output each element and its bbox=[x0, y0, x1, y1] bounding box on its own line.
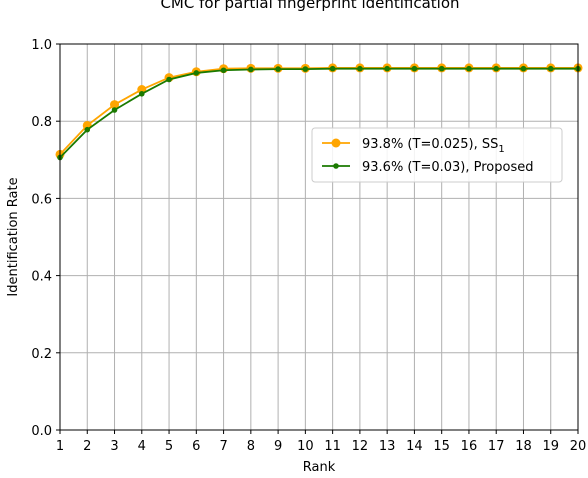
y-tick-label: 0.2 bbox=[31, 347, 52, 362]
data-point bbox=[438, 65, 445, 72]
data-point bbox=[275, 66, 281, 72]
y-tick-label: 0.8 bbox=[31, 115, 52, 130]
legend-box bbox=[311, 127, 563, 183]
data-point bbox=[302, 66, 309, 72]
x-tick-label: 10 bbox=[297, 439, 314, 454]
series-2 bbox=[57, 65, 581, 161]
ticks-layer: 1 2 3 4 5 6 7 8 9 10 11 12 13 14 15 16 17 18 19 200.00.20.4… bbox=[31, 38, 586, 454]
x-tick-label: 14 bbox=[406, 439, 423, 454]
y-axis-label: Identification Rate bbox=[6, 177, 21, 296]
legend-marker bbox=[333, 163, 339, 169]
plot-area-frame bbox=[59, 43, 579, 431]
x-tick-label: 6 bbox=[192, 439, 200, 454]
data-point bbox=[520, 65, 527, 72]
data-point bbox=[138, 90, 145, 97]
x-tick-label: 4 bbox=[138, 439, 146, 454]
x-tick-label: 1 bbox=[56, 439, 64, 454]
data-point bbox=[84, 126, 91, 133]
x-tick-label: 12 bbox=[352, 439, 369, 454]
y-tick-label: 1.0 bbox=[31, 38, 52, 53]
data-point bbox=[193, 70, 200, 76]
grid-layer bbox=[59, 43, 579, 431]
data-point bbox=[466, 65, 472, 72]
x-tick-label: 8 bbox=[247, 439, 255, 454]
data-point bbox=[248, 66, 254, 73]
data-point bbox=[411, 65, 418, 72]
x-tick-label: 3 bbox=[110, 439, 118, 454]
x-tick-label: 13 bbox=[379, 439, 396, 454]
x-tick-label: 15 bbox=[433, 439, 450, 454]
y-tick-label: 0.0 bbox=[31, 424, 52, 439]
y-tick-label: 0.4 bbox=[31, 270, 52, 285]
chart-title: CMC for partial fingerprint identificati… bbox=[160, 0, 459, 12]
data-point bbox=[547, 65, 554, 72]
data-point bbox=[166, 76, 172, 83]
x-tick-label: 16 bbox=[461, 439, 478, 454]
data-point bbox=[329, 65, 336, 72]
x-tick-label: 7 bbox=[219, 439, 227, 454]
x-tick-label: 9 bbox=[274, 439, 282, 454]
x-tick-label: 18 bbox=[515, 439, 532, 454]
x-tick-label: 5 bbox=[165, 439, 173, 454]
legend: 93.8% (T=0.025), SS1 93.6% (T=0.03), Prop… bbox=[311, 127, 563, 183]
data-point bbox=[357, 65, 363, 72]
x-tick-label: 2 bbox=[83, 439, 91, 454]
data-point bbox=[111, 107, 118, 113]
data-point bbox=[110, 100, 120, 110]
x-tick-label: 19 bbox=[542, 439, 559, 454]
x-axis-label: Rank bbox=[303, 460, 336, 475]
x-tick-label: 17 bbox=[488, 439, 505, 454]
legend-label: 93.6% (T=0.03), Proposed bbox=[362, 160, 533, 175]
data-point bbox=[220, 67, 227, 74]
data-point bbox=[384, 65, 390, 72]
legend-marker bbox=[331, 138, 341, 148]
legend-label: 93.8% (T=0.025), SS1 bbox=[362, 137, 505, 155]
series-line bbox=[59, 67, 578, 159]
y-tick-label: 0.6 bbox=[31, 192, 52, 207]
x-tick-label: 20 bbox=[570, 439, 587, 454]
series-layer bbox=[55, 63, 583, 161]
data-point bbox=[493, 65, 500, 72]
x-tick-label: 11 bbox=[324, 439, 341, 454]
